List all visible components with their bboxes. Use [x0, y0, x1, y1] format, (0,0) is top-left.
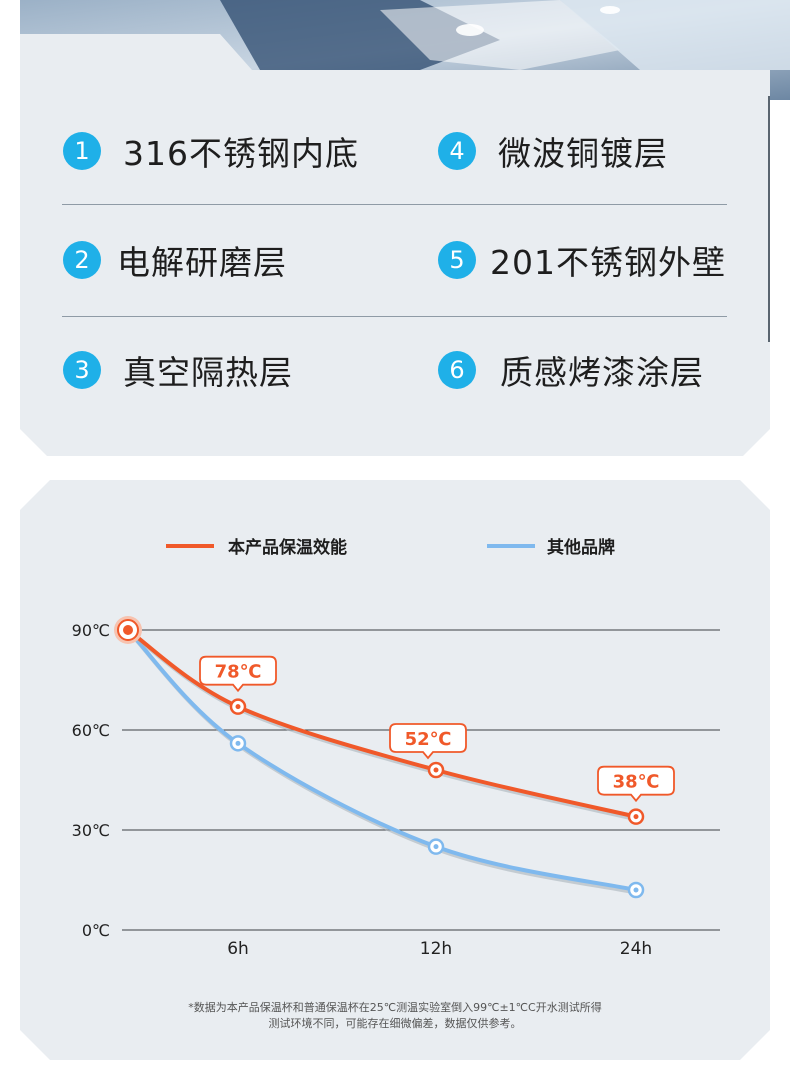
chart-series	[126, 628, 639, 895]
layer-label: 微波铜镀层	[498, 134, 668, 173]
edge-accent-line	[768, 96, 770, 342]
layer-label: 316不锈钢内底	[123, 134, 359, 173]
start-point-core	[123, 625, 133, 635]
x-tick-label: 6h	[227, 939, 249, 959]
legend-label-product: 本产品保温效能	[228, 537, 347, 558]
data-point-core	[633, 814, 639, 820]
layer-item-6: 6 质感烤漆涂层	[438, 340, 704, 400]
layer-label: 201不锈钢外壁	[490, 243, 726, 282]
data-point-core	[433, 844, 439, 850]
y-tick-label: 90℃	[72, 621, 110, 640]
legend-label-other: 其他品牌	[547, 537, 615, 558]
series-line-product	[126, 628, 638, 819]
chart-data-labels: 78℃ 52℃ 38℃	[199, 655, 675, 803]
x-tick-label: 12h	[420, 939, 452, 959]
data-label-callout: 52℃	[389, 723, 467, 760]
data-point-core	[433, 767, 439, 773]
data-point-core	[235, 740, 241, 746]
layer-number-badge: 3	[63, 351, 101, 389]
layer-number-badge: 2	[63, 241, 101, 279]
layer-item-5: 5 201不锈钢外壁	[438, 230, 726, 290]
callout-box	[597, 765, 675, 803]
layer-label: 电解研磨层	[117, 243, 287, 282]
layer-divider	[62, 316, 727, 317]
layer-label: 真空隔热层	[123, 353, 293, 392]
footnote-line-1: *数据为本产品保温杯和普通保温杯在25℃测温实验室倒入99℃±1℃C开水测试所得	[188, 1001, 602, 1014]
layer-divider	[62, 204, 727, 205]
layer-item-1: 1 316不锈钢内底	[63, 121, 359, 181]
x-tick-label: 24h	[620, 939, 652, 959]
layers-card	[20, 34, 770, 456]
data-label: 52℃	[405, 729, 452, 750]
data-label: 38℃	[613, 772, 660, 793]
chart-legend: 本产品保温效能 其他品牌	[166, 537, 615, 558]
layer-item-2: 2 电解研磨层	[63, 230, 287, 290]
layer-item-4: 4 微波铜镀层	[438, 121, 668, 181]
y-tick-label: 60℃	[72, 721, 110, 740]
chart-points	[114, 616, 645, 899]
series-line-other	[126, 628, 638, 892]
data-label-callout: 38℃	[597, 765, 675, 803]
y-axis-ticks: 0℃ 30℃ 60℃ 90℃	[72, 621, 110, 940]
x-axis-ticks: 6h 12h 24h	[227, 939, 652, 959]
data-point-core	[633, 887, 639, 893]
layer-number-badge: 5	[438, 241, 476, 279]
layer-number-badge: 4	[438, 132, 476, 170]
data-point-core	[235, 704, 241, 710]
callout-box	[389, 723, 467, 760]
footnote-line-2: 测试环境不同，可能存在细微偏差，数据仅供参考。	[268, 1017, 522, 1030]
data-label-callout: 78℃	[199, 655, 277, 693]
y-tick-label: 30℃	[72, 821, 110, 840]
layer-number-badge: 6	[438, 351, 476, 389]
y-tick-label: 0℃	[82, 921, 110, 940]
layer-label: 质感烤漆涂层	[500, 353, 704, 392]
data-label: 78℃	[215, 662, 262, 683]
layer-number-badge: 1	[63, 132, 101, 170]
callout-box	[199, 655, 277, 693]
layer-item-3: 3 真空隔热层	[63, 340, 293, 400]
